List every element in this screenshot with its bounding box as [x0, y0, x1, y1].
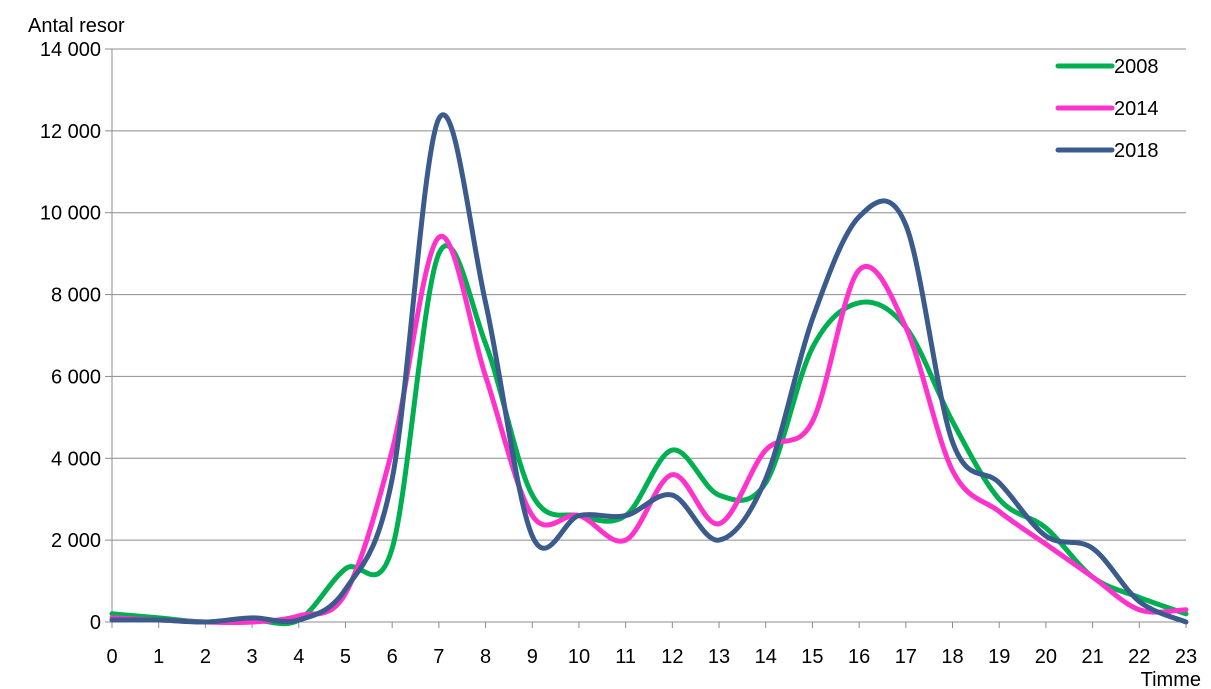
y-tick-label: 8 000	[51, 285, 101, 307]
x-tick-label: 14	[755, 646, 777, 668]
y-tick-label: 12 000	[40, 121, 101, 143]
x-tick-label: 16	[848, 646, 870, 668]
y-axis-title: Antal resor	[28, 15, 125, 37]
gridlines	[105, 48, 1186, 623]
x-tick-label: 11	[615, 646, 636, 668]
y-tick-label: 10 000	[40, 203, 101, 225]
x-tick-label: 1	[153, 646, 164, 668]
x-tick-label: 18	[941, 646, 963, 668]
legend-label-2014: 2014	[1114, 98, 1159, 120]
y-tick-label: 6 000	[51, 366, 101, 388]
x-tick-label: 15	[801, 646, 823, 668]
x-tick-label: 9	[527, 646, 538, 668]
x-tick-label: 3	[247, 646, 258, 668]
legend-label-2018: 2018	[1114, 140, 1159, 162]
x-axis-title: Timme	[1141, 669, 1201, 689]
legend: 2008 2014 2018	[1055, 56, 1159, 162]
x-tick-label: 6	[387, 646, 398, 668]
x-tick-label: 22	[1128, 646, 1150, 668]
legend-label-2008: 2008	[1114, 56, 1159, 78]
y-tick-label: 2 000	[51, 530, 101, 552]
series-line-2008	[109, 243, 1189, 627]
x-tick-label: 13	[708, 646, 730, 668]
axes	[111, 49, 1187, 628]
y-tick-label: 0	[90, 612, 101, 634]
x-tick-label: 19	[988, 646, 1010, 668]
x-tick-label: 4	[293, 646, 304, 668]
x-tick-label: 5	[340, 646, 351, 668]
x-tick-label: 10	[568, 646, 590, 668]
series-lines	[109, 112, 1189, 627]
x-tick-label: 23	[1175, 646, 1197, 668]
x-tick-labels: 0 1 2 3 4 5 6 7 8 9 10 11 12 13 14 15 16 17 18 19 20 21 22 23	[106, 646, 1197, 668]
x-tick-label: 8	[480, 646, 491, 668]
x-tick-label: 20	[1035, 646, 1057, 668]
x-tick-label: 12	[661, 646, 683, 668]
x-tick-label: 21	[1081, 646, 1103, 668]
series-line-2018	[109, 112, 1189, 625]
x-tick-label: 0	[106, 646, 117, 668]
y-tick-label: 14 000	[40, 39, 101, 61]
x-tick-label: 2	[200, 646, 211, 668]
x-tick-label: 17	[895, 646, 917, 668]
y-tick-labels: 0 2 000 4 000 6 000 8 000 10 000 12 000 14 000	[40, 39, 101, 634]
x-tick-label: 7	[433, 646, 444, 668]
y-tick-label: 4 000	[51, 448, 101, 470]
